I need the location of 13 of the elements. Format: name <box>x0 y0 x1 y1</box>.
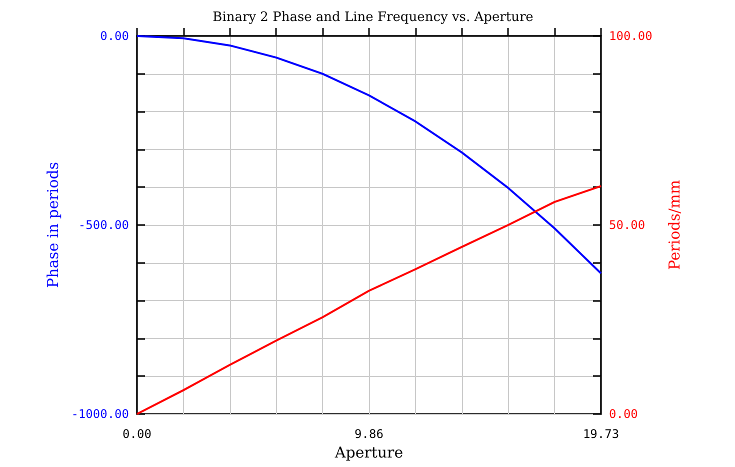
y2-tick-label: 100.00 <box>609 29 652 43</box>
y2-axis-title: Periods/mm <box>666 180 684 270</box>
y-tick-label: -500.00 <box>78 218 129 232</box>
y2-tick-label: 0.00 <box>609 407 638 421</box>
chart-title: Binary 2 Phase and Line Frequency vs. Aperture <box>212 10 534 25</box>
y-tick-label: -1000.00 <box>71 407 129 421</box>
x-axis-title: Aperture <box>334 443 404 462</box>
x-tick-label: 0.00 <box>122 427 152 441</box>
y-axis-title: Phase in periods <box>44 162 62 288</box>
x-tick-label: 9.86 <box>354 427 384 441</box>
x-tick-label: 19.73 <box>582 427 620 441</box>
y-tick-label: 0.00 <box>100 29 129 43</box>
y2-tick-label: 50.00 <box>609 218 646 232</box>
